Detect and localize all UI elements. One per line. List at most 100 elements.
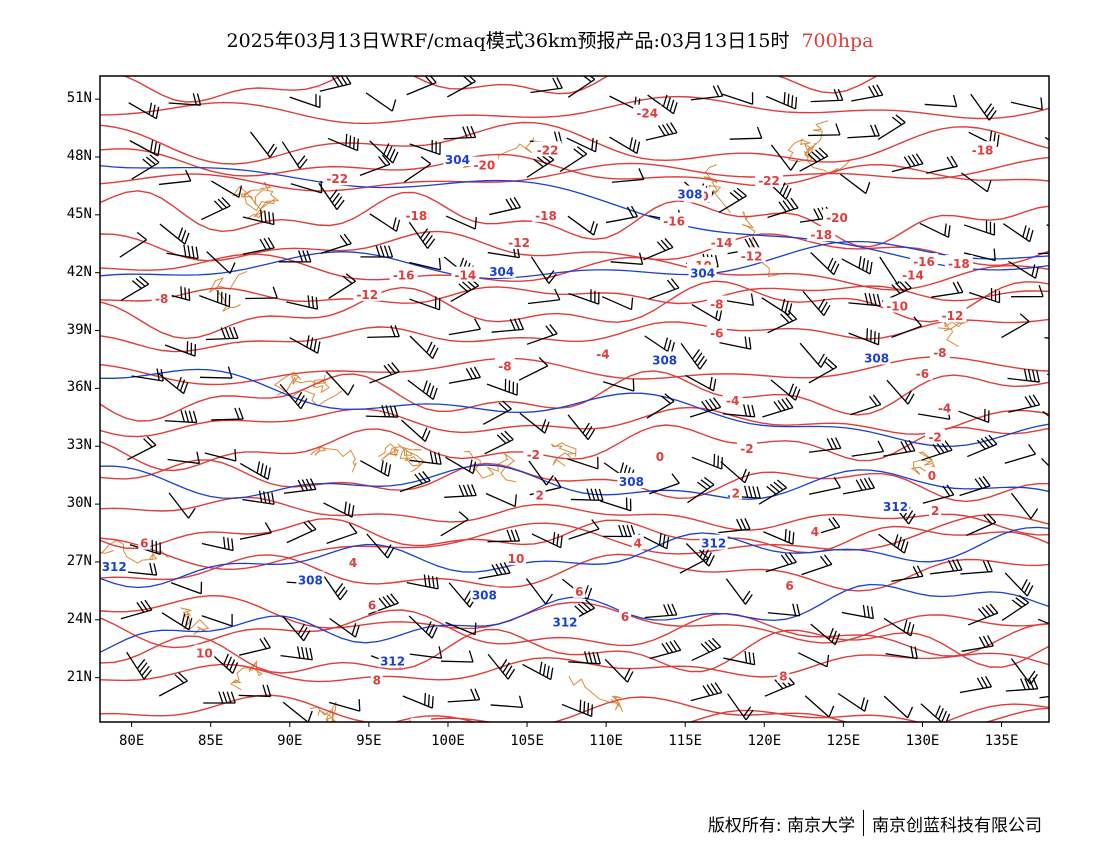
wind-barb — [763, 528, 795, 545]
height-label: 312 — [701, 537, 726, 551]
wind-barb — [369, 140, 399, 164]
temperature-label-bg — [807, 226, 836, 242]
wind-barb — [242, 490, 275, 505]
temperature-label: -14 — [455, 269, 477, 283]
wind-barb — [922, 484, 955, 504]
footer-divider — [863, 810, 864, 836]
wind-barb — [885, 645, 918, 660]
temperature-label-bg — [944, 255, 973, 271]
wind-barb — [441, 650, 474, 663]
temperature-label-bg — [533, 486, 546, 502]
lat-tick-label: 33N — [66, 437, 92, 454]
boundary-line — [787, 138, 851, 174]
wind-barb — [967, 603, 999, 626]
isotherm — [100, 406, 1049, 438]
temperature-label-bg — [389, 266, 418, 282]
wind-barb — [602, 378, 635, 392]
lat-tick-label: 42N — [66, 263, 92, 280]
wind-barb — [968, 288, 1001, 304]
wind-barb — [690, 85, 724, 101]
wind-barb — [279, 383, 308, 410]
wind-barb — [1005, 677, 1039, 692]
lon-tick-label: 85E — [198, 733, 224, 749]
wind-barb — [842, 477, 875, 495]
wind-barb — [886, 379, 915, 405]
wind-barb — [924, 94, 958, 108]
wind-barb — [201, 196, 231, 221]
temperature-label: 4 — [634, 537, 642, 551]
wind-barb — [567, 76, 596, 98]
wind-barb — [727, 693, 754, 721]
wind-barb — [722, 404, 756, 418]
wind-barb — [409, 451, 442, 465]
temperature-label-bg — [808, 523, 821, 539]
isotherm — [100, 628, 1049, 674]
wind-barb — [720, 461, 751, 484]
temperature-label: 10 — [508, 552, 525, 566]
wind-barb — [319, 76, 352, 92]
wind-barb — [131, 154, 160, 180]
isotherm — [100, 459, 1049, 503]
isotherm — [100, 370, 1049, 422]
temperature-label-bg — [619, 607, 632, 623]
wind-barb — [841, 604, 874, 620]
wind-barb — [526, 323, 558, 345]
temperature-label: -16 — [393, 269, 415, 283]
height-label: 308 — [298, 573, 323, 587]
wind-barb — [320, 233, 352, 254]
wind-barb — [119, 231, 147, 258]
wind-barb — [801, 554, 833, 576]
wind-barb — [959, 676, 992, 694]
height-line — [100, 583, 1049, 653]
temperature-label-bg — [910, 253, 939, 269]
temperature-label: -6 — [916, 367, 929, 381]
wind-barb — [970, 93, 997, 121]
wind-barb — [926, 155, 958, 174]
isotherm — [100, 121, 1049, 165]
lon-tick-label: 120E — [747, 733, 782, 749]
height-label-bg — [699, 534, 728, 550]
wind-barb — [1010, 658, 1038, 685]
wind-barb — [250, 131, 278, 158]
temperature-label-bg — [729, 484, 742, 500]
wind-barb — [164, 341, 197, 357]
wind-barb — [725, 578, 753, 605]
temperature-label-bg — [777, 667, 790, 683]
wind-barb — [568, 651, 601, 665]
wind-barb — [729, 126, 763, 140]
temperature-label-bg — [533, 141, 562, 157]
wind-barb — [919, 222, 951, 238]
lat-tick-label: 45N — [66, 205, 92, 222]
boundary-line — [310, 446, 358, 473]
wind-barb — [648, 473, 680, 495]
isotherm — [100, 496, 1049, 536]
wind-barb — [722, 92, 754, 105]
wind-barb — [959, 475, 991, 497]
map-title: 2025年03月13日WRF/cmaq模式36km预报产品:03月13日15时 7… — [0, 26, 1100, 53]
wind-barb — [367, 325, 400, 339]
temperature-label: -24 — [636, 107, 658, 121]
lon-tick-label: 110E — [589, 733, 623, 749]
wind-barb — [1039, 695, 1049, 699]
wind-barb — [487, 529, 521, 543]
wind-barb — [445, 215, 477, 230]
wind-barb — [206, 251, 236, 274]
temperature-label-bg — [912, 364, 933, 380]
temperature-label-bg — [925, 467, 938, 483]
wind-barb — [365, 92, 397, 112]
wind-barb — [1046, 224, 1049, 227]
wind-barb — [359, 154, 391, 176]
wind-barb — [491, 318, 525, 333]
boundary-line — [208, 270, 248, 312]
lon-tick-label: 90E — [277, 733, 303, 749]
wind-barb — [647, 94, 678, 115]
wind-barb — [1002, 223, 1034, 243]
height-label: 308 — [619, 475, 644, 489]
wind-barb — [245, 286, 278, 300]
wind-barb — [408, 615, 438, 639]
boundary-line — [378, 443, 422, 461]
lat-tick-label: 36N — [66, 379, 92, 396]
temperature-label: 6 — [368, 598, 376, 612]
wind-barb — [567, 414, 596, 441]
